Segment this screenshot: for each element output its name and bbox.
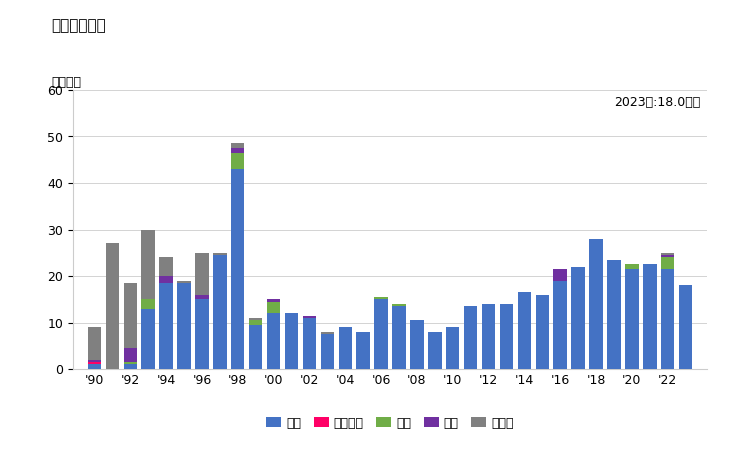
Bar [267, 313, 280, 369]
Bar [410, 320, 424, 369]
Bar [500, 304, 513, 369]
Bar [643, 265, 657, 369]
Bar [553, 269, 567, 281]
Bar [589, 239, 603, 369]
Bar [392, 304, 406, 306]
Text: 輸入量の推移: 輸入量の推移 [51, 18, 106, 33]
Bar [106, 243, 119, 369]
Bar [195, 295, 208, 299]
Bar [267, 302, 280, 313]
Bar [123, 348, 137, 362]
Text: 単位トン: 単位トン [51, 76, 81, 90]
Legend: 中国, スペイン, 台湾, 香港, その他: 中国, スペイン, 台湾, 香港, その他 [261, 411, 519, 435]
Bar [572, 267, 585, 369]
Bar [661, 255, 674, 257]
Bar [518, 292, 531, 369]
Bar [123, 364, 137, 369]
Bar [213, 255, 227, 369]
Bar [661, 269, 674, 369]
Bar [428, 332, 442, 369]
Bar [625, 269, 639, 369]
Bar [661, 257, 674, 269]
Bar [321, 332, 334, 334]
Bar [607, 260, 620, 369]
Bar [625, 265, 639, 269]
Bar [267, 299, 280, 302]
Bar [321, 334, 334, 369]
Bar [177, 281, 191, 283]
Bar [356, 332, 370, 369]
Bar [123, 283, 137, 348]
Bar [231, 148, 244, 153]
Bar [303, 318, 316, 369]
Bar [160, 276, 173, 283]
Bar [87, 327, 101, 360]
Bar [87, 362, 101, 364]
Bar [160, 283, 173, 369]
Bar [123, 362, 137, 364]
Bar [87, 360, 101, 362]
Bar [464, 306, 477, 369]
Bar [392, 306, 406, 369]
Bar [177, 283, 191, 369]
Bar [553, 281, 567, 369]
Bar [249, 325, 262, 369]
Bar [536, 295, 549, 369]
Bar [338, 327, 352, 369]
Bar [195, 253, 208, 295]
Bar [661, 253, 674, 255]
Bar [303, 315, 316, 318]
Bar [285, 313, 298, 369]
Bar [141, 299, 155, 309]
Bar [141, 309, 155, 369]
Bar [141, 230, 155, 299]
Bar [679, 285, 693, 369]
Bar [374, 297, 388, 299]
Bar [374, 299, 388, 369]
Bar [446, 327, 459, 369]
Bar [482, 304, 495, 369]
Bar [213, 253, 227, 255]
Bar [160, 257, 173, 276]
Bar [87, 364, 101, 369]
Bar [195, 299, 208, 369]
Bar [249, 318, 262, 320]
Bar [231, 153, 244, 169]
Text: 2023年:18.0トン: 2023年:18.0トン [615, 95, 701, 108]
Bar [249, 320, 262, 325]
Bar [231, 169, 244, 369]
Bar [231, 144, 244, 148]
